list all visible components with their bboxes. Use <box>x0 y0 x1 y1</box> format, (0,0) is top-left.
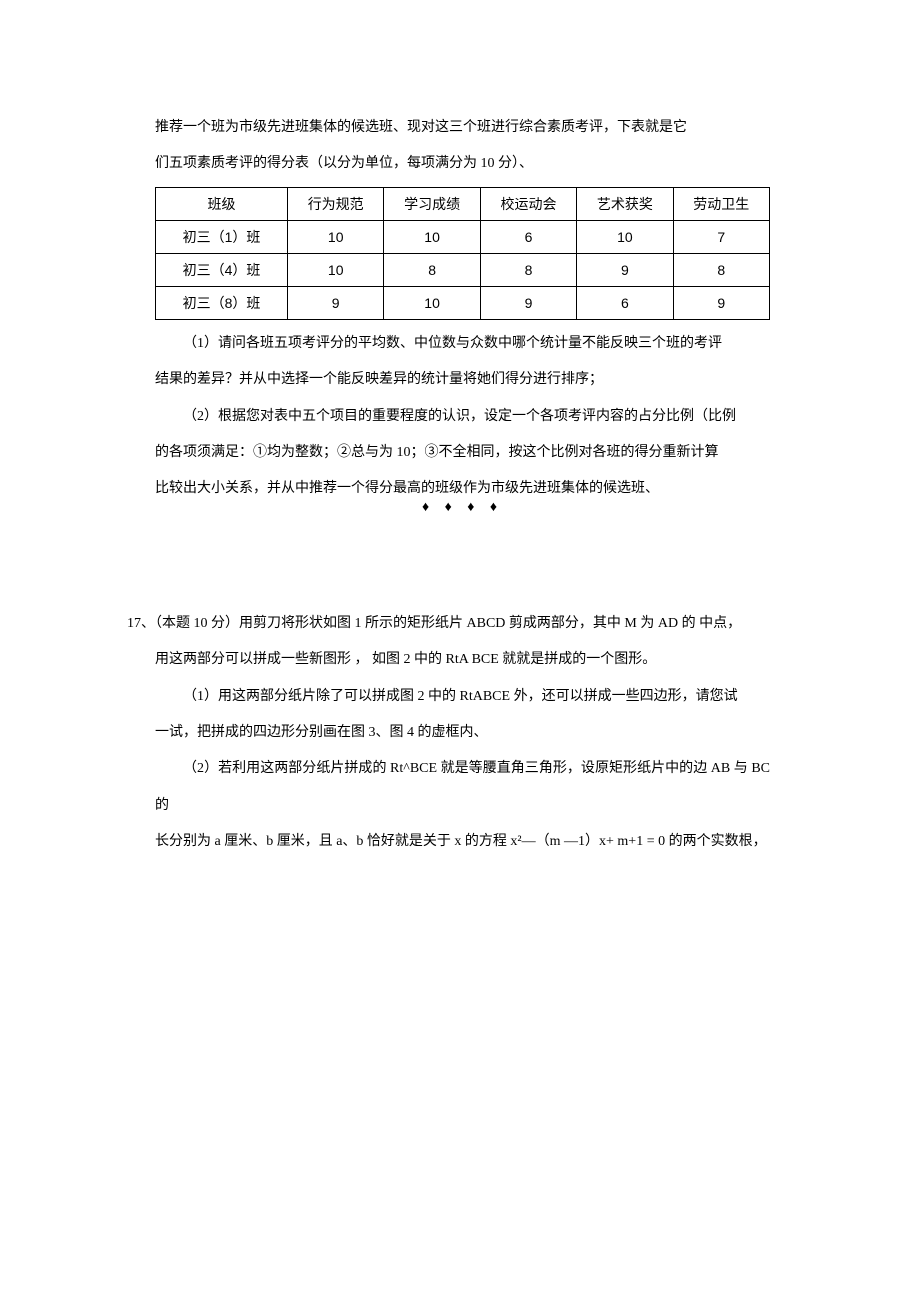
row-label: 初三（8）班 <box>156 286 288 319</box>
q16-p1-line1: （1）请问各班五项考评分的平均数、中位数与众数中哪个统计量不能反映三个班的考评 <box>155 326 770 362</box>
cell: 8 <box>480 253 576 286</box>
q17-line1: 17、（本题 10 分）用剪刀将形状如图 1 所示的矩形纸片 ABCD 剪成两部… <box>127 606 770 642</box>
cell: 10 <box>288 253 384 286</box>
question-17: 17、（本题 10 分）用剪刀将形状如图 1 所示的矩形纸片 ABCD 剪成两部… <box>155 606 770 861</box>
cell: 10 <box>384 220 480 253</box>
cell: 10 <box>577 220 673 253</box>
table-row: 初三（4）班 10 8 8 9 8 <box>156 253 770 286</box>
th-study: 学习成绩 <box>384 187 480 220</box>
q16-p2-line1: （2）根据您对表中五个项目的重要程度的认识，设定一个各项考评内容的占分比例（比例 <box>155 399 770 435</box>
cell: 7 <box>673 220 769 253</box>
th-labor: 劳动卫生 <box>673 187 769 220</box>
cell: 10 <box>288 220 384 253</box>
score-table: 班级 行为规范 学习成绩 校运动会 艺术获奖 劳动卫生 初三（1）班 10 10… <box>155 187 770 320</box>
th-behavior: 行为规范 <box>288 187 384 220</box>
q16-intro-line1: 推荐一个班为市级先进班集体的候选班、现对这三个班进行综合素质考评，下表就是它 <box>155 110 770 146</box>
q17-line6: 长分别为 a 厘米、b 厘米，且 a、b 恰好就是关于 x 的方程 x²—（m … <box>155 824 770 860</box>
table-row: 初三（1）班 10 10 6 10 7 <box>156 220 770 253</box>
cell: 9 <box>288 286 384 319</box>
cell: 10 <box>384 286 480 319</box>
cell: 8 <box>673 253 769 286</box>
th-sports: 校运动会 <box>480 187 576 220</box>
cell: 9 <box>577 253 673 286</box>
cell: 6 <box>480 220 576 253</box>
q17-line5: （2）若利用这两部分纸片拼成的 Rt^BCE 就是等腰直角三角形，设原矩形纸片中… <box>155 751 770 824</box>
cell: 8 <box>384 253 480 286</box>
cell: 9 <box>673 286 769 319</box>
row-label: 初三（1）班 <box>156 220 288 253</box>
q16-intro-line2: 们五项素质考评的得分表（以分为单位，每项满分为 10 分）、 <box>155 146 770 182</box>
row-label: 初三（4）班 <box>156 253 288 286</box>
q16-p1-line2: 结果的差异？并从中选择一个能反映差异的统计量将她们得分进行排序； <box>155 362 770 398</box>
cell: 6 <box>577 286 673 319</box>
q16-p2-line2: 的各项须满足：①均为整数；②总与为 10；③不全相同，按这个比例对各班的得分重新… <box>155 435 770 471</box>
q17-line4: 一试，把拼成的四边形分别画在图 3、图 4 的虚框内、 <box>155 715 770 751</box>
q17-line3: （1）用这两部分纸片除了可以拼成图 2 中的 RtABCE 外，还可以拼成一些四… <box>155 679 770 715</box>
cell: 9 <box>480 286 576 319</box>
th-art: 艺术获奖 <box>577 187 673 220</box>
table-header-row: 班级 行为规范 学习成绩 校运动会 艺术获奖 劳动卫生 <box>156 187 770 220</box>
q17-line2: 用这两部分可以拼成一些新图形 ， 如图 2 中的 RtA BCE 就就是拼成的一… <box>155 642 770 678</box>
th-class: 班级 <box>156 187 288 220</box>
table-row: 初三（8）班 9 10 9 6 9 <box>156 286 770 319</box>
